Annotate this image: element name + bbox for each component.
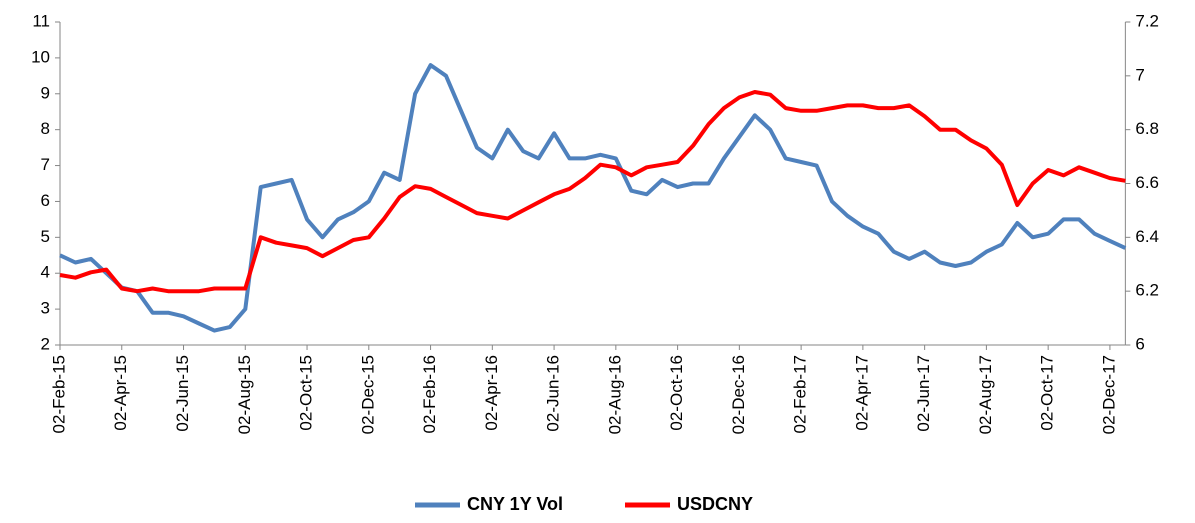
x-tick-label: 02-Oct-16 [667,355,686,431]
y-tick-label: 11 [32,11,50,30]
x-tick-label: 02-Feb-16 [420,355,439,433]
x-tick-label: 02-Dec-15 [358,355,377,434]
y2-tick-label: 6.4 [1135,227,1159,246]
y-tick-label: 10 [31,47,50,66]
x-tick-label: 02-Dec-16 [729,355,748,434]
y2-tick-label: 6.2 [1135,281,1159,300]
x-tick-label: 02-Oct-15 [297,355,316,431]
legend-label: CNY 1Y Vol [467,494,563,514]
y-tick-label: 2 [41,334,50,353]
x-tick-label: 02-Apr-15 [111,355,130,431]
y2-tick-label: 6.6 [1135,173,1159,192]
y-tick-label: 4 [41,263,50,282]
y2-tick-label: 6 [1135,334,1144,353]
series-line [59,90,1126,294]
x-tick-label: 02-Feb-15 [49,355,68,433]
x-tick-label: 02-Apr-17 [852,355,871,431]
y-tick-label: 9 [41,83,50,102]
x-tick-label: 02-Jun-17 [914,355,933,432]
x-tick-label: 02-Feb-17 [791,355,810,433]
legend-label: USDCNY [677,494,753,514]
y2-tick-label: 7 [1135,65,1144,84]
x-tick-label: 02-Dec-17 [1099,355,1118,434]
y-tick-label: 7 [41,155,50,174]
x-tick-label: 02-Oct-17 [1038,355,1057,431]
y-tick-label: 3 [41,299,50,318]
series-line [59,63,1127,333]
y2-tick-label: 6.8 [1135,119,1159,138]
x-tick-label: 02-Jun-16 [544,355,563,432]
x-tick-label: 02-Apr-16 [482,355,501,431]
y-tick-label: 5 [41,227,50,246]
x-tick-label: 02-Jun-15 [173,355,192,432]
x-tick-label: 02-Aug-16 [605,355,624,434]
y2-tick-label: 7.2 [1135,11,1159,30]
y-tick-label: 8 [41,119,50,138]
x-tick-label: 02-Aug-15 [235,355,254,434]
x-tick-label: 02-Aug-17 [976,355,995,434]
y-tick-label: 6 [41,191,50,210]
